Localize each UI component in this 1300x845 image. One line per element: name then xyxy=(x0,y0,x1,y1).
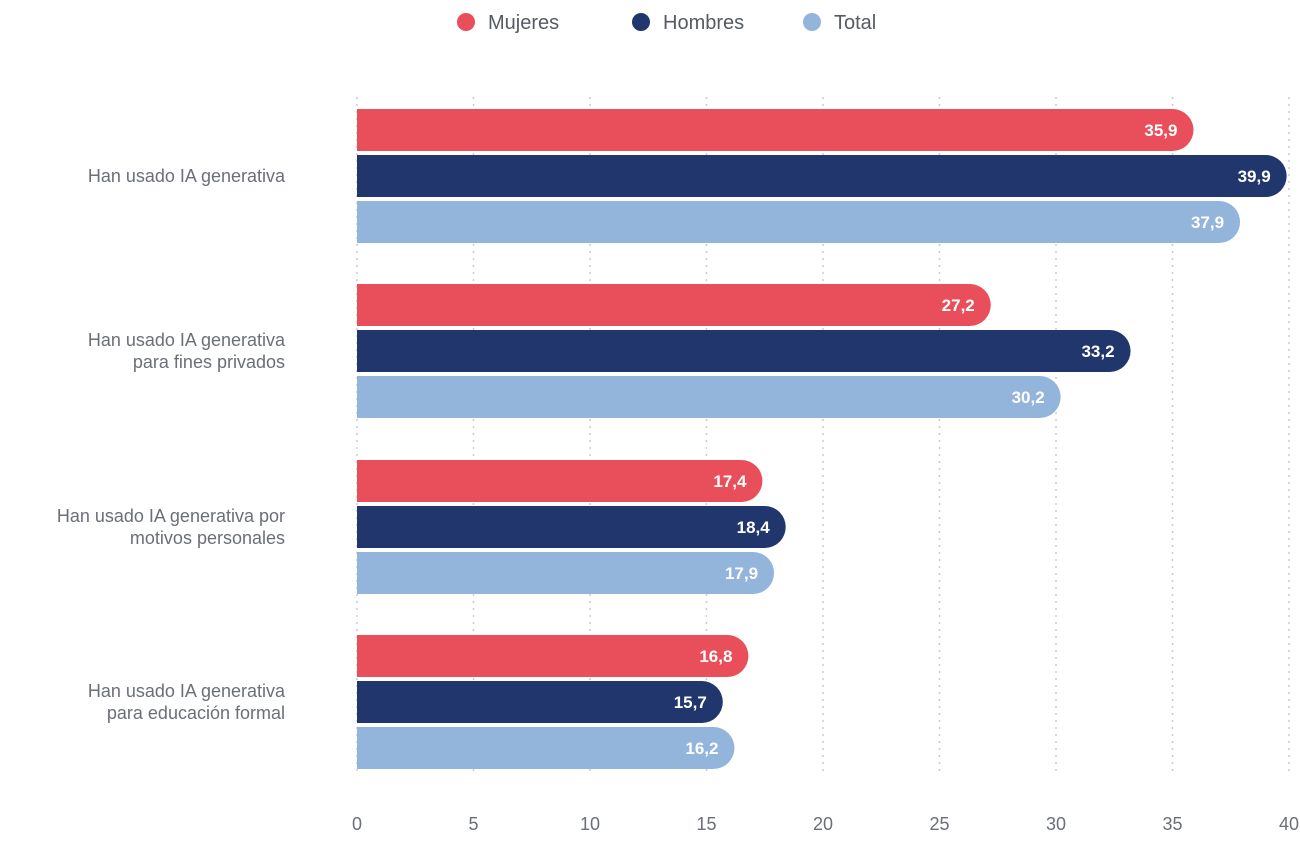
legend-item-total: Total xyxy=(803,12,876,34)
x-tick-label: 20 xyxy=(813,814,833,834)
x-tick-label: 10 xyxy=(580,814,600,834)
bar-total: 30,2 xyxy=(357,376,1061,418)
bar-value-label: 15,7 xyxy=(674,693,707,712)
x-tick-label: 35 xyxy=(1162,814,1182,834)
bar-shape xyxy=(357,284,991,326)
bar-shape xyxy=(357,552,775,594)
bar-value-label: 39,9 xyxy=(1238,167,1271,186)
bar-shape xyxy=(357,376,1061,418)
bar-mujeres: 35,9 xyxy=(357,109,1194,151)
legend-marker xyxy=(457,13,475,31)
bar-mujeres: 27,2 xyxy=(357,284,991,326)
bar-value-label: 17,9 xyxy=(725,564,758,583)
bar-hombres: 39,9 xyxy=(357,155,1287,197)
category-label: Han usado IA generativa para educación fo… xyxy=(88,681,286,723)
bar-shape xyxy=(357,330,1131,372)
bar-shape xyxy=(357,155,1287,197)
bar-total: 37,9 xyxy=(357,201,1241,243)
category-label-line: para fines privados xyxy=(133,352,285,372)
bar-shape xyxy=(357,727,735,769)
bar-shape xyxy=(357,506,786,548)
category-label-line: Han usado IA generativa xyxy=(88,681,286,701)
category-label-line: motivos personales xyxy=(130,528,285,548)
category-label-line: Han usado IA generativa xyxy=(88,330,286,350)
category-label: Han usado IA generativa por motivos perso… xyxy=(57,506,285,548)
legend-item-hombres: Hombres xyxy=(632,12,744,34)
bar-value-label: 37,9 xyxy=(1191,213,1224,232)
bar-hombres: 15,7 xyxy=(357,681,723,723)
category-label-line: Han usado IA generativa por xyxy=(57,506,285,526)
category-label: Han usado IA generativa para fines privad… xyxy=(88,330,286,372)
bar-total: 16,2 xyxy=(357,727,735,769)
bar-value-label: 27,2 xyxy=(942,296,975,315)
bar-value-label: 18,4 xyxy=(737,518,771,537)
legend-item-mujeres: Mujeres xyxy=(457,12,559,34)
category-label-line: para educación formal xyxy=(107,703,285,723)
legend-label: Total xyxy=(834,12,876,34)
legend-label: Mujeres xyxy=(488,12,559,34)
legend-label: Hombres xyxy=(663,12,744,34)
bar-shape xyxy=(357,635,749,677)
x-tick-label: 0 xyxy=(352,814,362,834)
x-tick-label: 15 xyxy=(696,814,716,834)
x-tick-label: 40 xyxy=(1279,814,1299,834)
bars: 35,9 39,9 37,9 27,2 33,2 30,2 17,4 18,4 17,9 16,8… xyxy=(357,109,1287,769)
bar-value-label: 17,4 xyxy=(713,472,747,491)
bar-total: 17,9 xyxy=(357,552,775,594)
bar-value-label: 33,2 xyxy=(1081,342,1114,361)
bar-value-label: 16,8 xyxy=(699,647,732,666)
bar-mujeres: 16,8 xyxy=(357,635,749,677)
bar-value-label: 16,2 xyxy=(685,739,718,758)
x-tick-label: 5 xyxy=(468,814,478,834)
bar-shape xyxy=(357,460,763,502)
legend: Mujeres Hombres Total xyxy=(457,12,876,34)
legend-marker xyxy=(632,13,650,31)
bar-shape xyxy=(357,109,1194,151)
bar-value-label: 30,2 xyxy=(1012,388,1045,407)
bar-hombres: 18,4 xyxy=(357,506,786,548)
category-label-line: Han usado IA generativa xyxy=(88,166,286,186)
bar-value-label: 35,9 xyxy=(1144,121,1177,140)
x-tick-label: 25 xyxy=(929,814,949,834)
bar-mujeres: 17,4 xyxy=(357,460,763,502)
bar-shape xyxy=(357,681,723,723)
x-axis-tick-labels: 0 5 10 15 20 25 30 35 40 xyxy=(352,814,1299,834)
legend-marker xyxy=(803,13,821,31)
category-label: Han usado IA generativa xyxy=(88,166,286,186)
bar-shape xyxy=(357,201,1241,243)
x-tick-label: 30 xyxy=(1046,814,1066,834)
bar-hombres: 33,2 xyxy=(357,330,1131,372)
